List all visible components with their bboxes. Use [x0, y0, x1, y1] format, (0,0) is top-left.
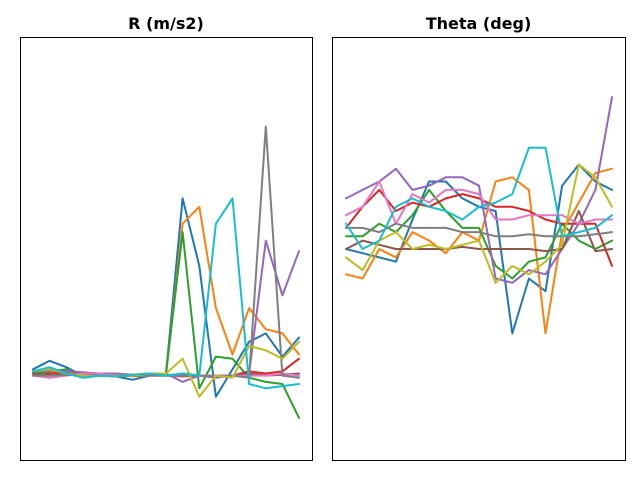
series-line-theta-5 [345, 96, 613, 284]
panel-r-plot-area [32, 125, 300, 419]
panel-theta: Theta (deg) [332, 14, 626, 461]
panel-r: R (m/s2) [20, 14, 313, 461]
panel-r-frame [20, 37, 313, 461]
series-line-theta-8 [345, 222, 613, 238]
series-line-r-3 [32, 231, 300, 419]
series-line-r-9 [32, 340, 300, 398]
panel-theta-frame [332, 37, 626, 461]
panel-r-title: R (m/s2) [128, 14, 204, 33]
series-line-r-10 [32, 197, 300, 390]
series-line-theta-3 [345, 188, 613, 280]
panel-theta-title: Theta (deg) [426, 14, 532, 33]
series-line-theta-6 [345, 210, 613, 253]
series-line-r-8 [32, 125, 300, 379]
panel-theta-plot-area [345, 96, 613, 335]
series-line-theta-9 [345, 163, 613, 284]
series-line-theta-10 [345, 146, 613, 250]
series-line-r-5 [32, 239, 300, 383]
series-line-theta-4 [345, 188, 613, 267]
